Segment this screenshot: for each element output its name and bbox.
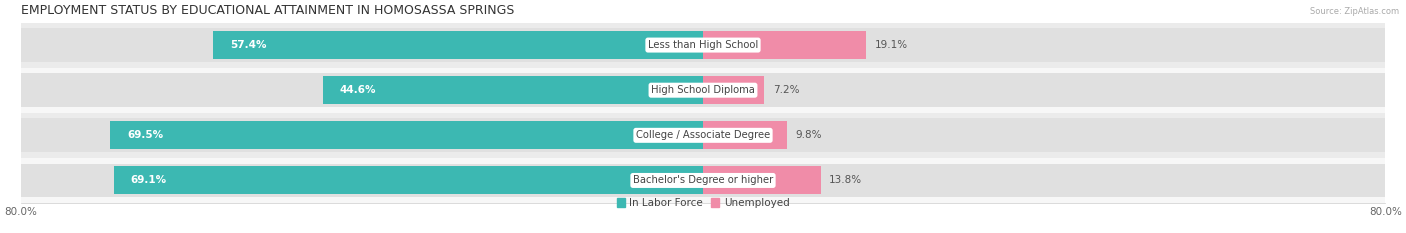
Text: Bachelor's Degree or higher: Bachelor's Degree or higher xyxy=(633,175,773,185)
Text: 9.8%: 9.8% xyxy=(796,130,821,140)
Bar xyxy=(703,76,765,104)
Text: EMPLOYMENT STATUS BY EDUCATIONAL ATTAINMENT IN HOMOSASSA SPRINGS: EMPLOYMENT STATUS BY EDUCATIONAL ATTAINM… xyxy=(21,4,515,17)
Text: 57.4%: 57.4% xyxy=(231,40,267,50)
Text: High School Diploma: High School Diploma xyxy=(651,85,755,95)
Text: 44.6%: 44.6% xyxy=(340,85,377,95)
Bar xyxy=(703,166,821,195)
Bar xyxy=(21,158,1385,203)
Bar xyxy=(114,166,703,195)
Bar xyxy=(322,76,703,104)
Text: 69.5%: 69.5% xyxy=(127,130,163,140)
Bar xyxy=(703,31,866,59)
Bar xyxy=(214,31,703,59)
Bar xyxy=(21,118,1385,152)
Text: College / Associate Degree: College / Associate Degree xyxy=(636,130,770,140)
Bar xyxy=(703,121,786,149)
Bar xyxy=(21,68,1385,113)
Text: 13.8%: 13.8% xyxy=(830,175,862,185)
Bar xyxy=(21,23,1385,68)
Bar xyxy=(110,121,703,149)
Text: 19.1%: 19.1% xyxy=(875,40,908,50)
Legend: In Labor Force, Unemployed: In Labor Force, Unemployed xyxy=(613,194,793,212)
Text: 7.2%: 7.2% xyxy=(773,85,800,95)
Text: 69.1%: 69.1% xyxy=(131,175,167,185)
Bar xyxy=(21,28,1385,62)
Text: Less than High School: Less than High School xyxy=(648,40,758,50)
Bar xyxy=(21,73,1385,107)
Bar xyxy=(21,113,1385,158)
Text: Source: ZipAtlas.com: Source: ZipAtlas.com xyxy=(1310,7,1399,16)
Bar xyxy=(21,164,1385,197)
